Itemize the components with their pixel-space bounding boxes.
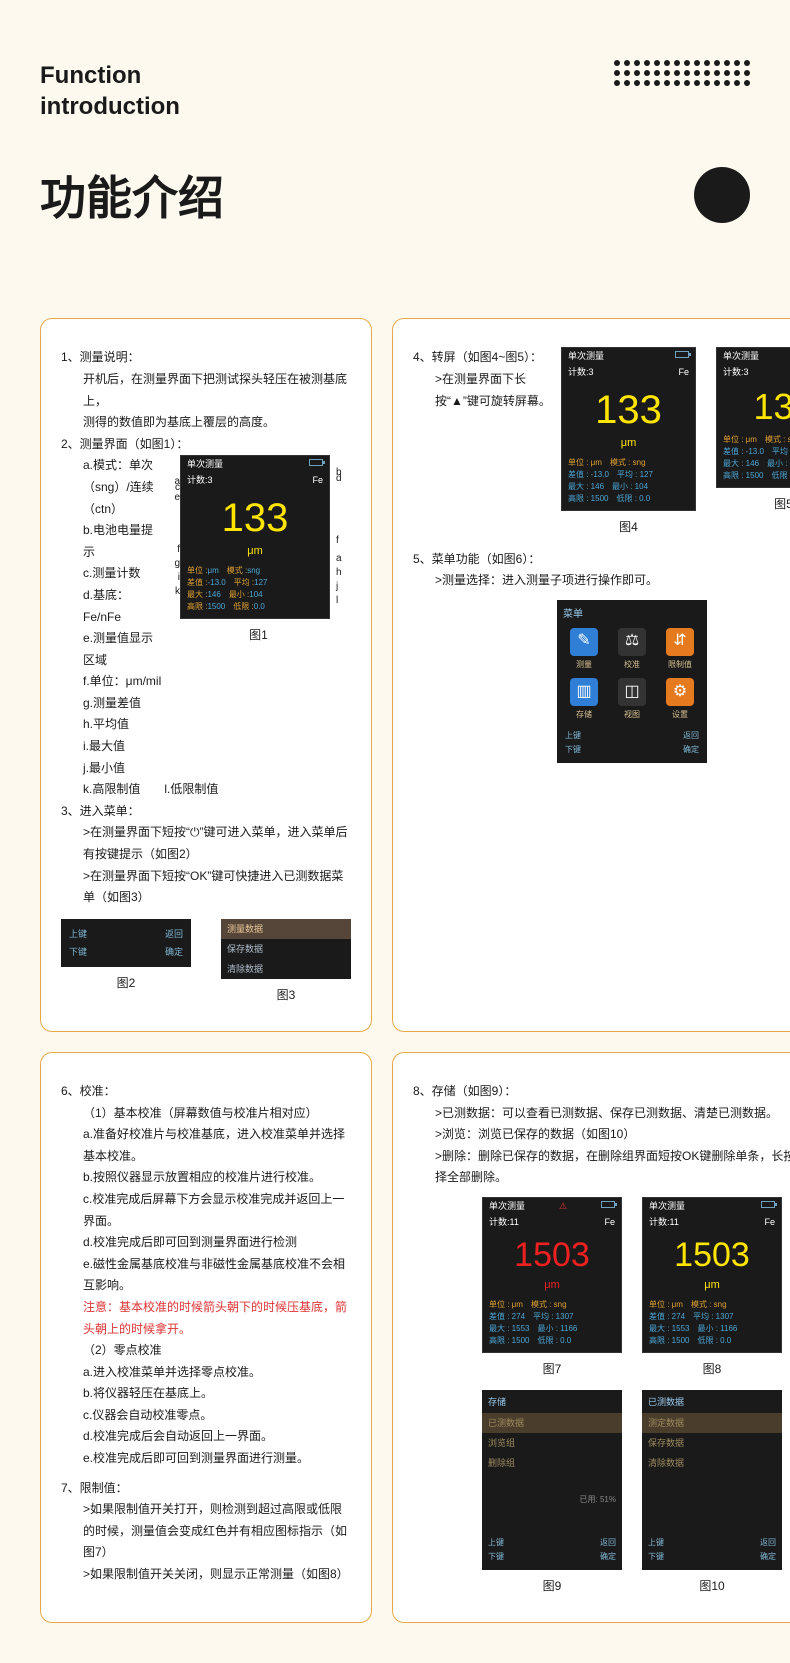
- sec6-2e: e.校准完成后即可回到测量界面进行测量。: [61, 1448, 351, 1470]
- fig1-base: Fe: [312, 475, 323, 487]
- sec5-title: 5、菜单功能（如图6）：: [413, 549, 790, 571]
- sec4-l1: >在测量界面下长按“▲”键可旋转屏幕。: [413, 369, 553, 412]
- fig1-caption: 图1: [166, 625, 351, 647]
- battery-icon: [309, 459, 323, 466]
- sec6-e: e.磁性金属基底校准与非磁性金属基底校准不会相互影响。: [61, 1254, 351, 1297]
- panel-2: 4、转屏（如图4~图5）： >在测量界面下长按“▲”键可旋转屏幕。 单次测量 计…: [392, 318, 790, 1032]
- sec3-l2: >在测量界面下短按“OK”键可快捷进入已测数据菜单（如图3）: [61, 866, 351, 909]
- sec1-title: 1、测量说明：: [61, 347, 351, 369]
- sec1-line2: 测得的数值即为基底上覆层的高度。: [61, 412, 351, 434]
- fig5-caption: 图5: [774, 494, 790, 516]
- sec2-g: g.测量差值: [61, 693, 351, 715]
- sec7-l2: >如果限制值开关关闭，则显示正常测量（如图8）: [61, 1564, 351, 1586]
- sec6-2a: a.进入校准菜单并选择零点校准。: [61, 1362, 351, 1384]
- fig7-device: 单次测量⚠ 计数:11Fe 1503 μm 单位 : μm 模式 : sng 差…: [482, 1197, 622, 1353]
- panel-1: 1、测量说明： 开机后，在测量界面下把测试探头轻压在被测基底上， 测得的数值即为…: [40, 318, 372, 1032]
- sec5-l1: >测量选择：进入测量子项进行操作即可。: [413, 570, 790, 592]
- header-en-line2: introduction: [40, 91, 180, 122]
- decorative-dots: [614, 60, 750, 86]
- fig8-device: 单次测量 计数:11Fe 1503 μm 单位 : μm 模式 : sng 差值…: [642, 1197, 782, 1353]
- sec6-2d: d.校准完成后会自动返回上一界面。: [61, 1426, 351, 1448]
- fig1-callouts-left: ace fgik: [166, 475, 180, 599]
- sec2-j: j.最小值: [61, 758, 351, 780]
- sec6-note: 注意：基本校准的时候箭头朝下的时候压基底，箭头朝上的时候拿开。: [61, 1297, 351, 1340]
- fig2-device: 上键返回 下键确定: [61, 919, 191, 967]
- fig6-device: 菜单 ✎测量⚖校准⇵限制值▥存储◫视图⚙设置 上键下键 返回确定: [557, 600, 707, 764]
- sec2-f: f.单位：μm/mil: [61, 671, 351, 693]
- fig4-device: 单次测量 计数:3Fe 133 μm 单位 : μm 模式 : sng 差值 :…: [561, 347, 696, 511]
- panel-3: 6、校准： （1）基本校准（屏幕数值与校准片相对应） a.准备好校准片与校准基底…: [40, 1052, 372, 1623]
- fig2-caption: 图2: [117, 973, 136, 995]
- header-en-title: Function introduction: [40, 60, 180, 122]
- fig9-device: 存储 已测数据 浏览组 删除组 已用: 51% 上键下键返回确定: [482, 1390, 622, 1570]
- fig10-caption: 图10: [699, 1576, 724, 1598]
- sec2-h: h.平均值: [61, 714, 351, 736]
- sec8-l1: >已测数据：可以查看已测数据、保存已测数据、清楚已测数据。: [413, 1103, 790, 1125]
- main-title: 功能介绍: [40, 162, 224, 228]
- fig1-unit: μm: [181, 544, 329, 562]
- sec6-2b: b.将仪器轻压在基底上。: [61, 1383, 351, 1405]
- sec3-title: 3、进入菜单：: [61, 801, 351, 823]
- sec6-a: a.准备好校准片与校准基底，进入校准菜单并选择基本校准。: [61, 1124, 351, 1167]
- sec6-d: d.校准完成后即可回到测量界面进行检测: [61, 1232, 351, 1254]
- fig1-callouts-right: bd fahjl: [330, 466, 344, 608]
- sec8-l2: >浏览：浏览已保存的数据（如图10）: [413, 1124, 790, 1146]
- sec6-h2: （2）零点校准: [61, 1340, 351, 1362]
- sec2-i: i.最大值: [61, 736, 351, 758]
- sec4-title: 4、转屏（如图4~图5）：: [413, 347, 553, 369]
- sec7-l1: >如果限制值开关打开，则检测到超过高限或低限的时候，测量值会变成红色并有相应图标…: [61, 1499, 351, 1564]
- fig4-caption: 图4: [619, 517, 638, 539]
- fig1-count: 计数:3: [187, 475, 213, 487]
- sec6-title: 6、校准：: [61, 1081, 351, 1103]
- sec2-k: k.高限制值 l.低限制值: [61, 779, 351, 801]
- sec6-h1: （1）基本校准（屏幕数值与校准片相对应）: [61, 1103, 351, 1125]
- sec6-2c: c.仪器会自动校准零点。: [61, 1405, 351, 1427]
- sec6-b: b.按照仪器显示放置相应的校准片进行校准。: [61, 1167, 351, 1189]
- fig1-topbar: 单次测量: [187, 459, 223, 471]
- fig9-caption: 图9: [543, 1576, 562, 1598]
- fig1-value: 133: [181, 488, 329, 544]
- sec7-title: 7、限制值：: [61, 1478, 351, 1500]
- sec6-c: c.校准完成后屏幕下方会显示校准完成并返回上一界面。: [61, 1189, 351, 1232]
- fig1-device: 单次测量 计数:3 Fe 133 μm 单位 :μm 模式 :sng 差值 :-1…: [180, 455, 330, 619]
- fig10-device: 已测数据 测定数据 保存数据 清除数据 上键下键返回确定: [642, 1390, 782, 1570]
- sec1-line1: 开机后，在测量界面下把测试探头轻压在被测基底上，: [61, 369, 351, 412]
- sec8-title: 8、存储（如图9）：: [413, 1081, 790, 1103]
- header-en-line1: Function: [40, 60, 180, 91]
- fig7-caption: 图7: [543, 1359, 562, 1381]
- sec3-l1: >在测量界面下短按“⏻”键可进入菜单，进入菜单后有按键提示（如图2）: [61, 822, 351, 865]
- fig3-caption: 图3: [277, 985, 296, 1007]
- sec8-l3: >删除：删除已保存的数据，在删除组界面短按OK键删除单条，长按OK键可选择全部删…: [413, 1146, 790, 1189]
- decorative-circle: [694, 167, 750, 223]
- panel-4: 8、存储（如图9）： >已测数据：可以查看已测数据、保存已测数据、清楚已测数据。…: [392, 1052, 790, 1623]
- sec2-title: 2、测量界面（如图1）：: [61, 434, 351, 456]
- fig5-device: 单次测量 计数:3Fe 133 单位 : μm 模式 : sng 差值 : -1…: [716, 347, 790, 487]
- fig1-stats: 单位 :μm 模式 :sng 差值 :-13.0 平均 :127 最大 :146…: [181, 562, 329, 618]
- fig8-caption: 图8: [703, 1359, 722, 1381]
- fig3-device: 测量数据 保存数据 清除数据: [221, 919, 351, 980]
